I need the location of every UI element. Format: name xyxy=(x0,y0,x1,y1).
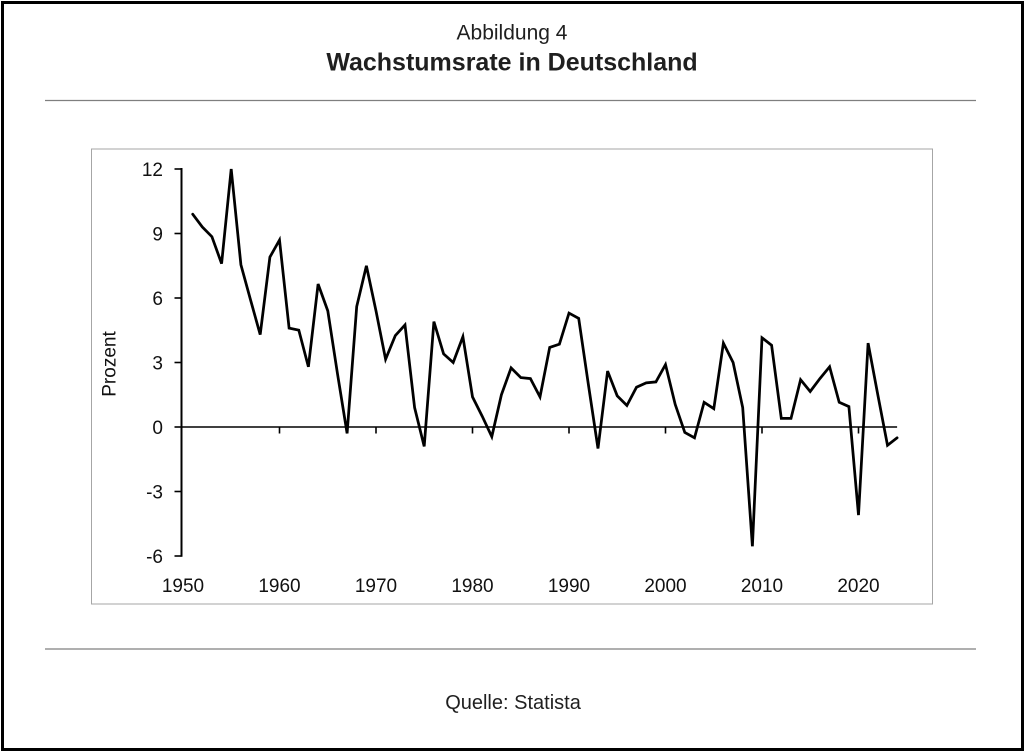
svg-text:12: 12 xyxy=(142,160,163,181)
svg-text:Quelle: Statista: Quelle: Statista xyxy=(445,692,582,714)
svg-text:1960: 1960 xyxy=(258,576,300,597)
svg-text:1970: 1970 xyxy=(355,576,397,597)
svg-text:2020: 2020 xyxy=(837,576,879,597)
svg-text:-6: -6 xyxy=(146,547,163,568)
svg-text:3: 3 xyxy=(152,353,163,374)
svg-text:6: 6 xyxy=(152,289,163,310)
svg-text:9: 9 xyxy=(152,224,163,245)
svg-text:1950: 1950 xyxy=(162,576,204,597)
svg-text:1980: 1980 xyxy=(451,576,493,597)
svg-text:2000: 2000 xyxy=(644,576,686,597)
svg-text:2010: 2010 xyxy=(741,576,783,597)
svg-text:1990: 1990 xyxy=(548,576,590,597)
svg-text:-3: -3 xyxy=(146,482,163,503)
svg-text:Wachstumsrate in Deutschland: Wachstumsrate in Deutschland xyxy=(326,49,697,77)
svg-text:Prozent: Prozent xyxy=(100,331,121,397)
svg-text:0: 0 xyxy=(152,418,163,439)
svg-text:Abbildung 4: Abbildung 4 xyxy=(457,22,568,45)
